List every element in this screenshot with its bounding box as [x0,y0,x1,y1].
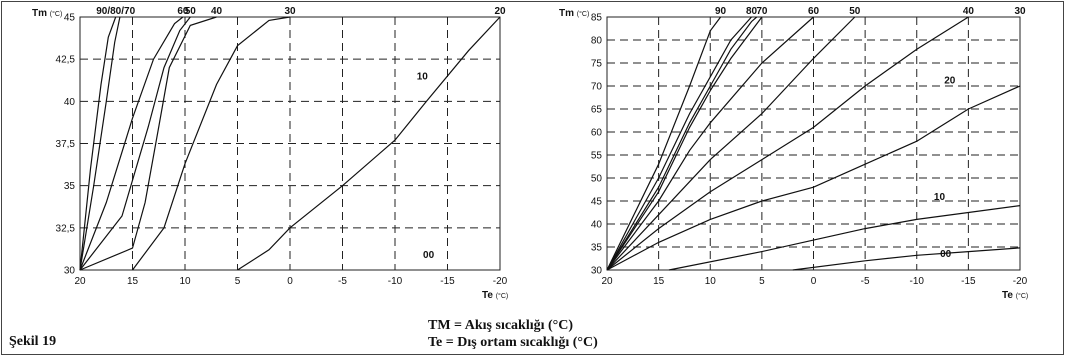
c0-y-tick-label: 42,5 [56,55,76,66]
c1-curve-label: 40 [963,6,975,17]
c0-curve-label: 60 [177,6,189,17]
c1-x-tick-label: -20 [1013,276,1028,287]
c0-x-tick-label: 10 [179,276,191,287]
c1-y-tick-label: 55 [591,151,603,162]
c1-y-tick-label: 45 [591,197,603,208]
figure-label: Şekil 19 [9,334,57,349]
chart-right: 20 15 10 5 0 -5 -10 -15 -20303540455055606570758… [559,6,1028,301]
c1-x-tick-label: -10 [910,276,925,287]
c1-y-tick-label: 65 [591,105,603,116]
c0-curve-30 [132,16,291,271]
c1-curve-label: 80 [746,6,758,17]
c1-y-tick-label: 60 [591,128,603,139]
c0-y-tick-label: 30 [64,266,76,277]
c0-curve-20 [237,16,501,271]
c1-x-tick-label: -15 [961,276,976,287]
c0-curve-label: 20 [494,6,506,17]
chart-left: 20 15 10 5 0 -5 -10 -15 -203032,53537,54042,545T… [32,6,508,301]
c0-y-tick-label: 35 [64,181,76,192]
c0-x-axis-unit: (°C) [496,292,509,300]
c1-curve-label: 50 [849,6,861,17]
c1-curve-40 [606,16,969,271]
c0-curve-label: 40 [211,6,223,17]
c0-y-tick-label: 40 [64,97,76,108]
c0-y-tick-label: 45 [64,13,76,24]
c0-x-tick-label: -20 [493,276,508,287]
c1-curve-60 [606,16,814,271]
c1-curve-label: 00 [940,249,952,260]
c1-curve-label: 30 [1014,6,1026,17]
c0-y-tick-label: 32,5 [56,223,76,234]
c0-curve-label: 50 [185,6,197,17]
c1-curve-10 [792,247,1021,271]
c1-curve-90 [606,16,722,271]
c1-x-tick-label: 15 [653,276,665,287]
c1-x-tick-label: 10 [705,276,717,287]
c1-y-tick-label: 80 [591,36,603,47]
c0-x-tick-label: -15 [440,276,455,287]
c0-x-tick-label: 5 [235,276,241,287]
c1-curve-label: 10 [934,192,946,203]
c0-x-tick-label: -5 [338,276,347,287]
c1-y-tick-label: 85 [591,13,603,24]
c1-x-tick-label: -5 [861,276,870,287]
c1-x-axis-label: Te (°C) [1002,290,1028,301]
c0-curve-50 [79,16,191,271]
c1-y-tick-label: 40 [591,220,603,231]
c1-curve-50 [606,16,856,271]
c1-y-tick-label: 30 [591,266,603,277]
c0-curve-label: 00 [423,250,435,261]
c0-x-axis-label: Te (°C) [482,290,508,301]
legend-tm: TM = Akış sıcaklığı (°C) [428,318,574,333]
c0-x-tick-label: 15 [127,276,139,287]
c1-x-tick-label: 0 [811,276,817,287]
c1-curve-label: 60 [808,6,820,17]
c0-curve-60 [79,16,184,271]
c0-curve-unlabeled-1 [79,16,121,271]
c1-x-tick-label: 20 [601,276,613,287]
c1-y-tick-label: 75 [591,59,603,70]
c0-curve-90-80-70 [79,16,117,271]
c0-curve-40 [79,16,217,271]
c1-curve-label: 90 [715,6,727,17]
c1-curve-20 [668,205,1021,271]
c1-curve-unlabeled-2 [606,16,758,271]
c1-curve-label: 70 [756,6,768,17]
c1-y-axis-unit: (°C) [577,10,590,18]
c1-y-tick-label: 35 [591,243,603,254]
c1-curve-80 [606,16,752,271]
c1-y-tick-label: 70 [591,82,603,93]
c1-curve-30 [606,85,1021,271]
c0-y-axis-unit: (°C) [50,10,63,18]
c0-curve-label: 30 [284,6,296,17]
c1-curve-70 [606,16,763,271]
c1-x-tick-label: 5 [759,276,765,287]
c1-y-axis-label: Tm (°C) [559,8,589,19]
c0-y-axis-label: Tm (°C) [32,8,62,19]
c1-x-axis-unit: (°C) [1016,292,1029,300]
legend-te: Te = Dış ortam sıcaklığı (°C) [428,335,598,350]
c0-curve-label: 90/80/70 [96,6,135,17]
c0-curve-label: 10 [417,71,429,82]
c0-y-tick-label: 37,5 [56,139,76,150]
c0-x-tick-label: 20 [74,276,86,287]
c1-curve-label: 20 [944,76,956,87]
c0-x-tick-label: -10 [388,276,403,287]
c0-x-tick-label: 0 [287,276,293,287]
c1-y-tick-label: 50 [591,174,603,185]
